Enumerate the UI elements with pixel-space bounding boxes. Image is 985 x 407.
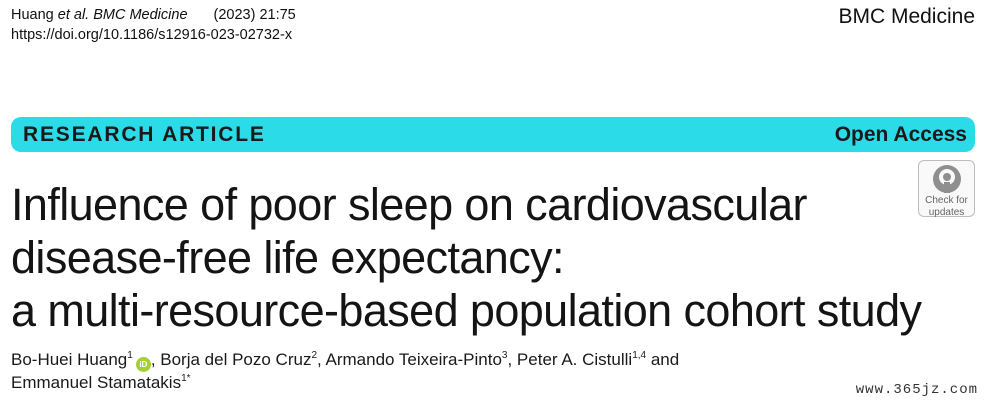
author-line-2: Emmanuel Stamatakis1* <box>11 372 679 394</box>
article-title: Influence of poor sleep on cardiovascula… <box>11 178 922 337</box>
author-name: , Borja del Pozo Cruz <box>150 350 312 369</box>
title-line-1: Influence of poor sleep on cardiovascula… <box>11 179 808 230</box>
author-name: Emmanuel Stamatakis <box>11 373 182 392</box>
orcid-icon[interactable]: iD <box>135 357 151 372</box>
author-list: Bo-Huei Huang1iD, Borja del Pozo Cruz2, … <box>11 349 679 394</box>
title-line-2: disease-free life expectancy: <box>11 232 565 283</box>
citation-line: Huang et al. BMC Medicine (2023) 21:75 <box>11 5 296 25</box>
citation-author: Huang <box>11 7 58 23</box>
doi-link[interactable]: https://doi.org/10.1186/s12916-023-02732… <box>11 27 293 43</box>
badge-text-line-1: Check for <box>925 195 968 206</box>
author-name: , Peter A. Cistulli <box>507 350 633 369</box>
check-for-updates-badge[interactable]: Check for updates <box>918 160 975 218</box>
citation-block: Huang et al. BMC Medicine (2023) 21:75 ht… <box>11 5 296 45</box>
author-name: , Armando Teixeira-Pinto <box>317 350 502 369</box>
journal-name: BMC Medicine <box>838 5 975 28</box>
author-line-1: Bo-Huei Huang1iD, Borja del Pozo Cruz2, … <box>11 349 679 372</box>
conjunction: and <box>646 350 680 369</box>
affiliation-sup: 1* <box>181 373 191 384</box>
article-type-label: RESEARCH ARTICLE <box>23 122 266 146</box>
badge-text-line-2: updates <box>928 207 965 218</box>
crossmark-icon <box>932 165 961 193</box>
citation-year-volume: (2023) 21:75 <box>213 7 296 23</box>
affiliation-sup: 1 <box>127 350 133 361</box>
affiliation-sup: 2 <box>311 350 318 361</box>
watermark: www.365jz.com <box>855 382 978 398</box>
open-access-label: Open Access <box>834 122 967 146</box>
affiliation-sup: 1,4 <box>632 350 647 361</box>
article-type-banner: RESEARCH ARTICLE Open Access <box>11 117 975 152</box>
author-name: Bo-Huei Huang <box>11 350 128 369</box>
title-line-3: a multi-resource-based population cohort… <box>11 285 922 336</box>
citation-journal: et al. BMC Medicine <box>57 7 188 23</box>
affiliation-sup: 3 <box>501 350 508 361</box>
